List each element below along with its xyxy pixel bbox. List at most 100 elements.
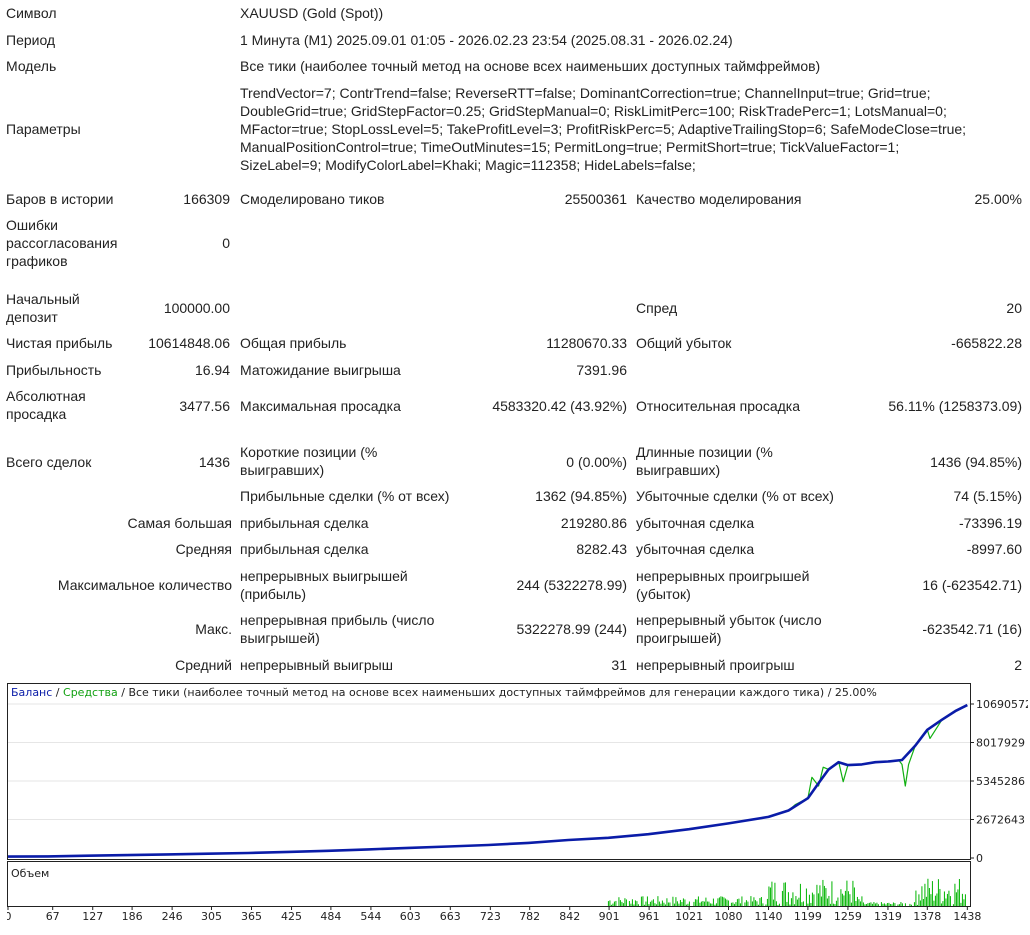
largest-profit-label: прибыльная сделка bbox=[240, 515, 369, 531]
x-tick-label: 365 bbox=[241, 910, 262, 923]
x-tick-label: 484 bbox=[320, 910, 341, 923]
gross-profit-label: Общая прибыль bbox=[240, 335, 347, 351]
max-cons-profit-label: непрерывная прибыль (число выигрышей) bbox=[240, 612, 435, 646]
x-tick-label: 0 bbox=[7, 910, 12, 923]
model-label: Модель bbox=[6, 58, 57, 74]
bars-label: Баров в истории bbox=[6, 191, 114, 207]
x-tick-label: 305 bbox=[201, 910, 222, 923]
max-drawdown-label: Максимальная просадка bbox=[240, 398, 401, 414]
gross-profit-value: 11280670.33 bbox=[546, 335, 627, 351]
max-cons-loss-value: -623542.71 (16) bbox=[922, 621, 1022, 637]
profit-trades-value: 1362 (94.85%) bbox=[535, 488, 627, 504]
x-tick-label: 1438 bbox=[953, 910, 981, 923]
avg-cons-losses-value: 2 bbox=[1014, 657, 1022, 673]
quality-value: 25.00% bbox=[974, 191, 1022, 207]
net-profit-value: 10614848.06 bbox=[148, 335, 230, 351]
avg-cons-losses-label: непрерывный проигрыш bbox=[636, 657, 795, 673]
x-tick-label: 723 bbox=[480, 910, 501, 923]
x-tick-label: 425 bbox=[281, 910, 302, 923]
x-tick-label: 961 bbox=[639, 910, 660, 923]
max-cons-wins-label: непрерывных выигрышей (прибыль) bbox=[240, 568, 408, 602]
balance-chart: Баланс / Средства / Все тики (наиболее т… bbox=[5, 683, 1030, 930]
main-plot-frame bbox=[7, 683, 971, 860]
x-tick-label: 1319 bbox=[874, 910, 902, 923]
series-layer bbox=[7, 703, 968, 858]
deposit-label: Начальный депозит bbox=[6, 291, 80, 325]
x-tick-label: 127 bbox=[82, 910, 103, 923]
errors-label: Ошибки рассогласования графиков bbox=[6, 217, 118, 269]
chart-legend: Баланс / Средства / Все тики (наиболее т… bbox=[11, 686, 877, 699]
largest-loss-label: убыточная сделка bbox=[636, 515, 755, 531]
y-tick-label: 2672643 bbox=[976, 814, 1025, 827]
long-positions-value: 1436 (94.85%) bbox=[930, 454, 1022, 470]
x-tick-label: 842 bbox=[559, 910, 580, 923]
model-value: Все тики (наиболее точный метод на основ… bbox=[240, 58, 821, 74]
loss-trades-value: 74 (5.15%) bbox=[953, 488, 1022, 504]
max-cons-wins-value: 244 (5322278.99) bbox=[516, 577, 627, 593]
x-tick-label: 603 bbox=[400, 910, 421, 923]
params-label: Параметры bbox=[6, 121, 81, 137]
chart-svg: Баланс / Средства / Все тики (наиболее т… bbox=[5, 683, 1030, 923]
avg-label: Средний bbox=[175, 657, 232, 673]
rel-drawdown-value: 56.11% (1258373.09) bbox=[888, 398, 1022, 414]
max-cons-losses-label: непрерывных проигрышей (убыток) bbox=[636, 568, 810, 602]
average-loss-label: убыточная сделка bbox=[636, 541, 755, 557]
x-axis: 0 67 127 186 246 305 365 425 484 544 603 663 723 782 8… bbox=[5, 906, 981, 923]
x-tick-label: 1140 bbox=[755, 910, 783, 923]
x-tick-label: 901 bbox=[599, 910, 620, 923]
params-line: SizeLabel=9; ModifyColorLabel=Khaki; Mag… bbox=[240, 157, 696, 173]
y-axis: 10690572 8017929 5345286 2672643 0 bbox=[970, 698, 1030, 865]
ticks-value: 25500361 bbox=[564, 191, 627, 207]
max-cons-losses-value: 16 (-623542.71) bbox=[922, 577, 1022, 593]
x-tick-label: 663 bbox=[440, 910, 461, 923]
average-profit-value: 8282.43 bbox=[576, 541, 627, 557]
loss-trades-label: Убыточные сделки (% от всех) bbox=[636, 488, 834, 504]
spread-label: Спред bbox=[636, 300, 678, 316]
period-label: Период bbox=[6, 32, 56, 48]
x-tick-label: 1259 bbox=[834, 910, 862, 923]
average-profit-label: прибыльная сделка bbox=[240, 541, 369, 557]
expected-payoff-value: 7391.96 bbox=[576, 362, 627, 378]
volume-plot-frame bbox=[7, 861, 971, 907]
y-tick-label: 5345286 bbox=[976, 775, 1025, 788]
profit-trades-label: Прибыльные сделки (% от всех) bbox=[240, 488, 450, 504]
abs-drawdown-value: 3477.56 bbox=[179, 398, 230, 414]
max-label: Макс. bbox=[195, 621, 232, 637]
rel-drawdown-label: Относительная просадка bbox=[636, 398, 800, 414]
balance-line bbox=[7, 703, 968, 858]
gross-loss-label: Общий убыток bbox=[636, 335, 732, 351]
x-tick-label: 1080 bbox=[715, 910, 743, 923]
legend-separator: / bbox=[118, 686, 129, 699]
x-tick-label: 1378 bbox=[913, 910, 941, 923]
spread-value: 20 bbox=[1006, 300, 1022, 316]
max-drawdown-value: 4583320.42 (43.92%) bbox=[492, 398, 627, 414]
legend-separator: / bbox=[52, 686, 63, 699]
y-tick-label: 10690572 bbox=[976, 698, 1028, 711]
gross-loss-value: -665822.28 bbox=[951, 335, 1022, 351]
volume-label: Объем bbox=[11, 867, 49, 880]
x-tick-label: 67 bbox=[46, 910, 60, 923]
grid-layer bbox=[8, 703, 970, 820]
quality-label: Качество моделирования bbox=[636, 191, 802, 207]
period-value: 1 Минута (M1) 2025.09.01 01:05 - 2026.02… bbox=[240, 32, 733, 48]
y-tick-label: 0 bbox=[976, 852, 983, 865]
legend-description: Все тики (наиболее точный метод на основ… bbox=[128, 686, 876, 699]
legend-balance: Баланс bbox=[11, 686, 52, 699]
legend-equity: Средства bbox=[63, 686, 118, 699]
abs-drawdown-label: Абсолютная просадка bbox=[6, 388, 86, 422]
params-line: ManualPositionControl=true; TimeOutMinut… bbox=[240, 139, 900, 155]
params-line: TrendVector=7; ContrTrend=false; Reverse… bbox=[240, 85, 931, 101]
x-tick-label: 1021 bbox=[675, 910, 703, 923]
x-tick-label: 246 bbox=[162, 910, 183, 923]
short-positions-value: 0 (0.00%) bbox=[566, 454, 627, 470]
symbol-value: XAUUSD (Gold (Spot)) bbox=[240, 5, 384, 21]
params-line: DoubleGrid=true; GridStepFactor=0.25; Gr… bbox=[240, 103, 947, 119]
y-tick-label: 8017929 bbox=[976, 737, 1025, 750]
net-profit-label: Чистая прибыль bbox=[6, 335, 113, 351]
largest-label: Самая большая bbox=[127, 515, 233, 531]
avg-cons-wins-value: 31 bbox=[611, 657, 627, 673]
params-line: MFactor=true; StopLossLevel=5; TakeProfi… bbox=[240, 121, 967, 137]
bars-value: 166309 bbox=[183, 191, 230, 207]
errors-value: 0 bbox=[222, 235, 230, 251]
profit-factor-value: 16.94 bbox=[194, 362, 230, 378]
